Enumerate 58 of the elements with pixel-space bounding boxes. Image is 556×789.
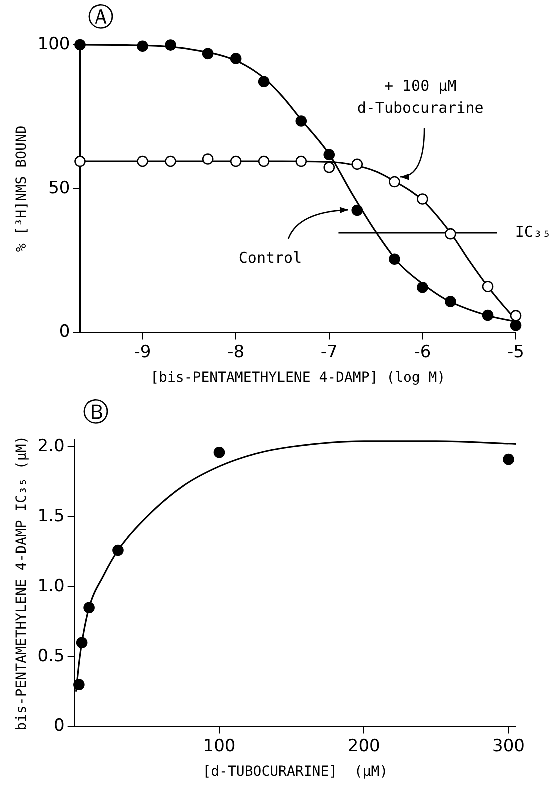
point [258,76,270,88]
point [417,194,428,205]
point [503,454,514,466]
point [296,156,308,168]
y-tick-label: 50 [48,178,70,198]
series-label: IC₃₅ [515,222,552,241]
x-tick-label: 100 [203,736,236,756]
point [202,154,214,165]
point [84,602,95,614]
x-tick-label: 300 [492,736,525,756]
point [137,156,148,168]
point [510,320,522,332]
point [445,228,456,240]
x-tick-label: -5 [508,342,524,362]
point [352,204,364,216]
point [445,296,456,308]
annotation: + 100 µM d-Tubocurarine [357,77,484,118]
x-tick-label: -6 [414,342,432,362]
point [482,281,494,292]
x-tick-label: -9 [134,342,152,362]
point [214,446,226,458]
point [202,48,214,60]
y-tick-label: 1.0 [38,576,65,596]
point [258,156,270,168]
point [324,162,336,174]
point [230,156,242,168]
point [112,544,124,556]
point [76,637,88,649]
point [137,40,148,52]
point [389,176,400,188]
y-axis-title: bis-PENTAMETHYLENE 4-DAMP IC₃₅ (µM) [14,436,30,731]
point [417,282,428,294]
x-tick-label: 200 [348,736,380,756]
x-tick-label: -7 [320,342,338,362]
x-tick-label: -8 [228,342,245,362]
point [389,254,400,266]
point [482,310,494,322]
point [510,310,522,322]
point [230,53,242,64]
x-axis-title: [d-TUBOCURARINE] (µM) [202,764,388,780]
point [74,156,86,168]
y-tick-label: 2.0 [38,436,65,456]
chart-title: Ⓐ [88,2,114,33]
y-tick-label: 0.5 [38,646,65,666]
y-tick-label: 0 [59,322,70,342]
point [165,156,176,168]
point [324,149,336,161]
y-tick-label: 0 [54,716,65,736]
annotation: Control [238,248,302,267]
y-axis-title: % [³H]NMS BOUND [14,126,30,252]
point [165,40,176,51]
y-tick-label: 1.5 [38,506,65,526]
point [296,116,308,127]
point [352,158,364,170]
y-tick-label: 100 [38,34,70,54]
x-axis-title: [bis-PENTAMETHYLENE 4-DAMP] (log M) [150,370,446,386]
point [74,679,85,690]
chart-title: Ⓑ [82,398,109,428]
